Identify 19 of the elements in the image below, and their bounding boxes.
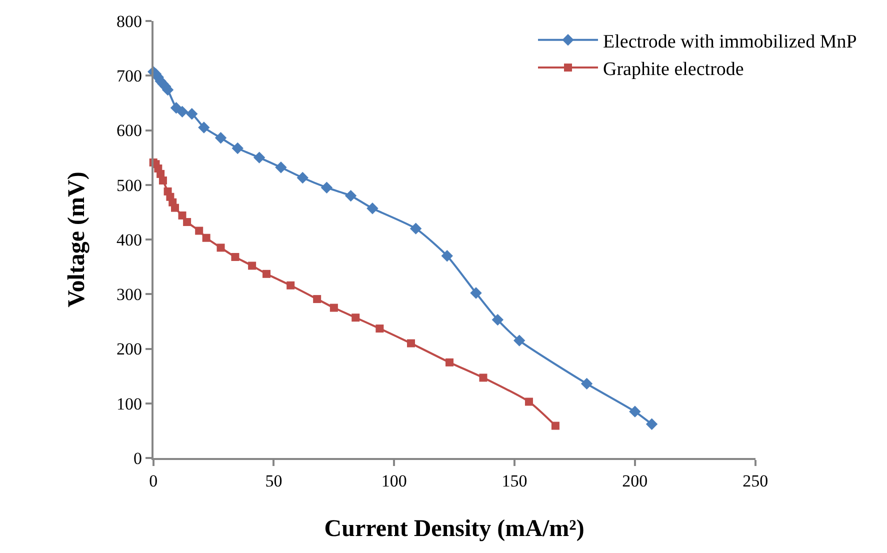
y-tick-label: 400 xyxy=(116,230,142,250)
legend-label: Graphite electrode xyxy=(603,58,744,80)
x-tick-label: 100 xyxy=(381,471,407,490)
x-tick-label: 0 xyxy=(149,471,158,490)
x-axis-title: Current Density (mA/m²) xyxy=(324,516,584,542)
x-tick-label: 250 xyxy=(742,471,768,490)
y-tick-label: 700 xyxy=(116,66,142,86)
legend-label: Electrode with immobilized MnP xyxy=(603,31,857,52)
y-tick-label: 500 xyxy=(116,176,142,195)
x-tick-label: 50 xyxy=(265,471,282,490)
y-tick-label: 600 xyxy=(116,121,142,140)
y-tick-label: 800 xyxy=(116,12,142,31)
y-tick-label: 0 xyxy=(133,448,142,468)
y-axis-title: Voltage (mV) xyxy=(64,172,90,308)
y-tick-label: 300 xyxy=(116,285,142,304)
x-tick-label: 150 xyxy=(502,471,528,490)
y-tick-label: 100 xyxy=(116,394,142,414)
x-tick-label: 200 xyxy=(622,471,648,490)
y-tick-label: 200 xyxy=(116,340,142,359)
